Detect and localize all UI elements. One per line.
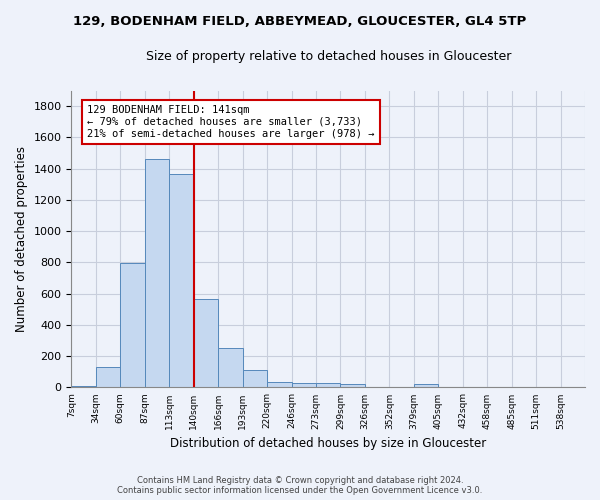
Title: Size of property relative to detached houses in Gloucester: Size of property relative to detached ho… [146, 50, 511, 63]
Bar [292, 382, 316, 388]
Bar [71, 386, 96, 388]
Bar [194, 299, 218, 388]
Bar [414, 384, 438, 388]
Bar [340, 384, 365, 388]
Bar [169, 174, 194, 388]
Text: Contains HM Land Registry data © Crown copyright and database right 2024.
Contai: Contains HM Land Registry data © Crown c… [118, 476, 482, 495]
Y-axis label: Number of detached properties: Number of detached properties [15, 146, 28, 332]
Bar [145, 158, 169, 388]
Bar [121, 263, 145, 388]
Bar [316, 382, 340, 388]
Text: 129 BODENHAM FIELD: 141sqm
← 79% of detached houses are smaller (3,733)
21% of s: 129 BODENHAM FIELD: 141sqm ← 79% of deta… [87, 106, 374, 138]
Bar [218, 348, 242, 388]
Bar [96, 367, 121, 388]
Text: 129, BODENHAM FIELD, ABBEYMEAD, GLOUCESTER, GL4 5TP: 129, BODENHAM FIELD, ABBEYMEAD, GLOUCEST… [73, 15, 527, 28]
Bar [242, 370, 267, 388]
Bar [267, 382, 292, 388]
X-axis label: Distribution of detached houses by size in Gloucester: Distribution of detached houses by size … [170, 437, 487, 450]
